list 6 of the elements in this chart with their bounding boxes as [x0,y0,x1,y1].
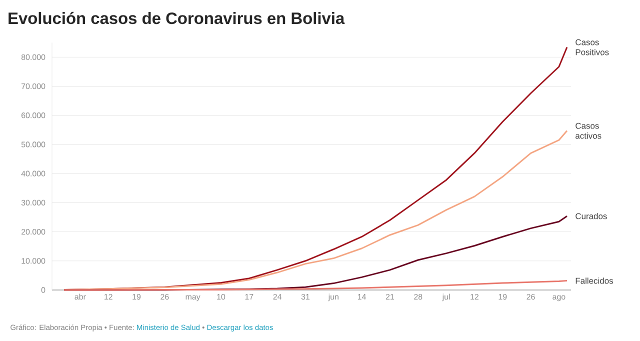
chart-title: Evolución casos de Coronavirus en Bolivia [8,12,345,24]
series-label: Casos activos [576,122,602,139]
series-label: Curados [576,212,607,220]
line-series [63,130,568,290]
series-label: Casos Positivos [576,39,609,56]
series-label: Fallecidos [576,278,613,284]
